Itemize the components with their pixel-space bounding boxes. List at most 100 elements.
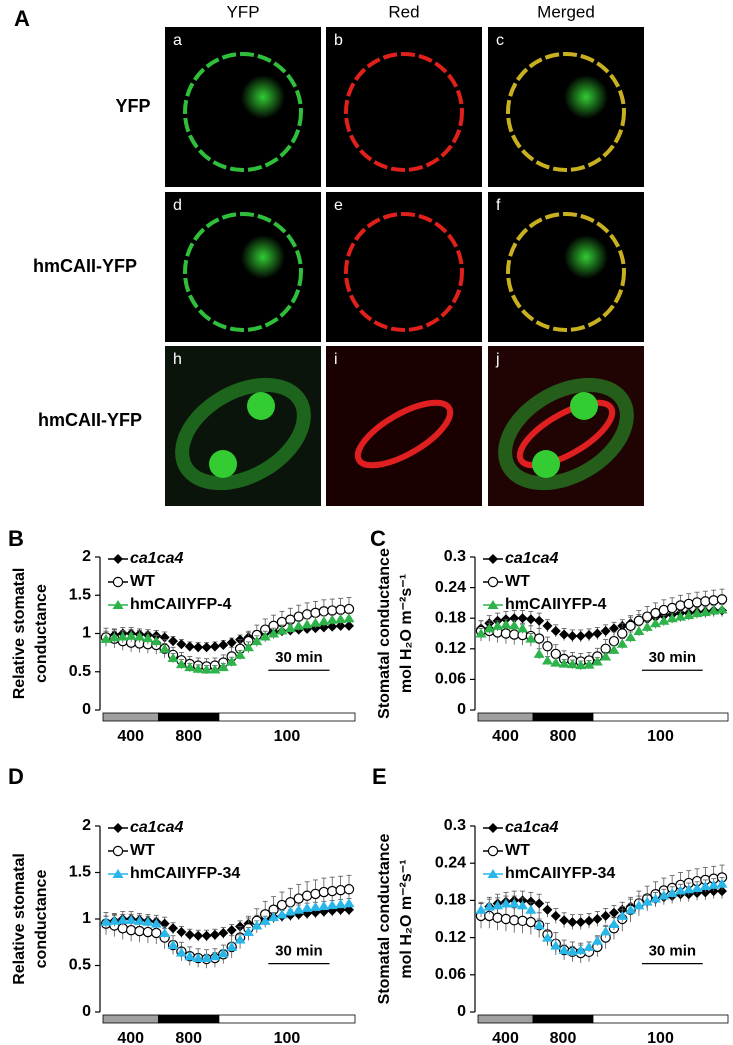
data-point	[309, 617, 321, 627]
data-point	[150, 636, 162, 646]
data-point	[591, 656, 603, 666]
data-point	[242, 642, 254, 652]
data-point	[343, 898, 355, 908]
image-letter: b	[334, 32, 343, 49]
legend-label: ca1ca4	[130, 819, 183, 836]
legend-marker	[487, 845, 499, 857]
data-point	[616, 638, 628, 648]
data-point	[293, 904, 305, 914]
condition-segment	[158, 712, 220, 722]
data-point	[625, 632, 637, 642]
data-point	[176, 927, 187, 938]
data-point	[650, 893, 662, 903]
condition-segment	[477, 1014, 534, 1024]
data-point	[616, 910, 628, 920]
data-point	[600, 910, 611, 921]
legend-marker	[112, 576, 124, 588]
data-point	[525, 633, 537, 643]
cell-glow	[564, 235, 608, 279]
panel-label: E	[372, 764, 387, 789]
data-point	[575, 917, 586, 928]
data-point	[608, 644, 620, 654]
data-point	[550, 648, 561, 660]
data-point	[310, 607, 321, 619]
data-point	[641, 896, 653, 906]
data-point	[650, 618, 662, 628]
data-point	[326, 614, 338, 624]
legend-marker	[487, 600, 499, 609]
data-point	[168, 636, 179, 647]
data-point	[559, 629, 570, 640]
legend-marker	[112, 869, 124, 878]
data-point	[575, 660, 587, 670]
data-point	[699, 881, 711, 891]
data-point	[108, 915, 120, 925]
data-point	[326, 900, 338, 910]
data-point	[142, 633, 154, 643]
y-tick-label: 2	[82, 548, 91, 565]
data-point	[184, 662, 196, 672]
panel-label: C	[370, 526, 386, 551]
data-point	[192, 663, 204, 673]
data-point	[268, 628, 280, 638]
data-point	[209, 641, 220, 652]
legend-label: WT	[505, 842, 530, 859]
data-point	[242, 927, 254, 937]
data-point	[509, 613, 520, 624]
data-point	[584, 915, 595, 926]
data-point	[251, 636, 263, 646]
data-point	[550, 940, 562, 950]
condition-label: 100	[647, 1030, 674, 1045]
chloroplast	[247, 392, 275, 420]
y-tick-label: 1.5	[69, 586, 91, 603]
data-point	[525, 614, 536, 625]
row-label: hmCAII-YFP	[38, 410, 142, 430]
data-point	[567, 917, 578, 928]
data-point	[625, 904, 637, 914]
condition-segment	[477, 712, 534, 722]
data-point	[100, 633, 112, 643]
data-point	[716, 604, 728, 614]
data-point	[533, 648, 545, 658]
data-point	[343, 613, 355, 623]
data-point	[344, 904, 354, 915]
condition-label: 100	[274, 728, 301, 745]
data-point	[259, 915, 271, 925]
condition-segment	[592, 1014, 729, 1024]
data-point	[691, 883, 703, 892]
condition-label: 400	[117, 1030, 144, 1045]
data-point	[625, 620, 636, 632]
y-tick-label: 0.5	[69, 663, 91, 680]
data-point	[301, 619, 313, 629]
data-point	[542, 641, 553, 652]
data-point	[343, 884, 355, 895]
data-point	[167, 652, 179, 662]
data-point	[167, 940, 179, 950]
legend-marker	[488, 823, 498, 833]
legend-marker	[487, 869, 499, 878]
legend-label: ca1ca4	[505, 550, 558, 567]
condition-segment	[158, 1014, 220, 1024]
cell	[344, 212, 464, 332]
stoma	[354, 399, 454, 469]
data-point	[184, 951, 196, 961]
legend-label: ca1ca4	[130, 550, 183, 567]
condition-segment	[592, 712, 729, 722]
data-point	[175, 659, 187, 669]
data-point	[226, 656, 238, 666]
data-point	[184, 929, 195, 940]
data-point	[226, 637, 237, 648]
y-tick-label: 0.24	[435, 854, 466, 871]
data-point	[541, 932, 553, 942]
data-point	[534, 898, 545, 909]
data-point	[658, 615, 670, 625]
guard-cell	[175, 377, 311, 491]
data-point	[142, 926, 154, 938]
micrograph	[165, 27, 321, 187]
micrograph	[326, 346, 482, 506]
legend-label: WT	[505, 573, 530, 590]
data-point	[125, 924, 137, 936]
y-axis-label: conductance	[33, 870, 50, 969]
data-point	[193, 930, 204, 941]
data-point	[683, 598, 694, 610]
